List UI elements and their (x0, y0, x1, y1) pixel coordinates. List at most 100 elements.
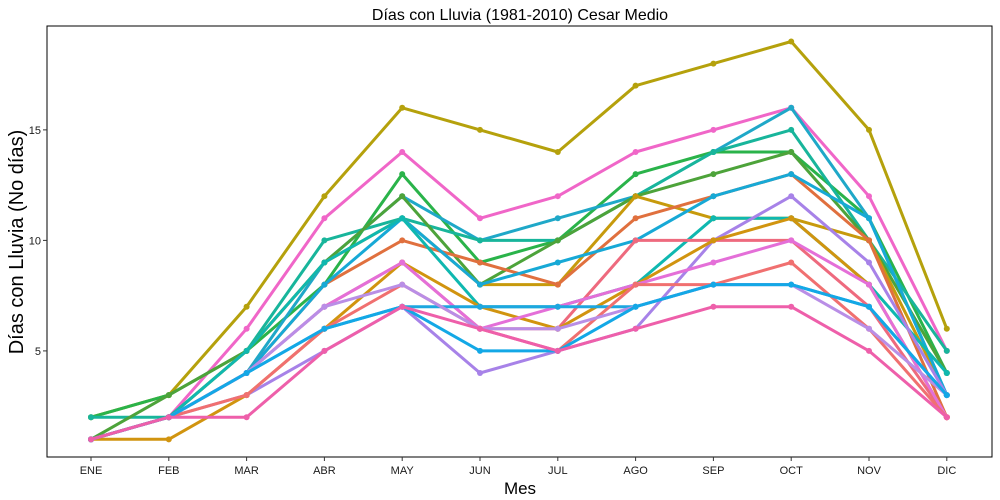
data-point (788, 148, 795, 155)
series-19 (88, 303, 950, 443)
data-point (788, 193, 795, 200)
x-tick-label: MAY (391, 465, 415, 477)
data-point (788, 215, 795, 222)
data-point (88, 436, 94, 443)
x-tick-label: JUN (469, 465, 490, 477)
data-point (866, 281, 872, 288)
data-point (321, 303, 328, 310)
data-point (399, 303, 406, 310)
data-point (866, 259, 872, 266)
data-point (165, 392, 172, 399)
data-point (632, 325, 639, 332)
series-line (89, 305, 949, 441)
data-point (554, 237, 561, 244)
x-tick-label: FEB (158, 465, 179, 477)
data-point (554, 259, 561, 266)
data-point (477, 303, 483, 310)
data-point (321, 193, 328, 200)
data-point (243, 303, 250, 310)
x-tick-label: SEP (702, 465, 724, 477)
data-point (554, 193, 561, 200)
series-line (89, 106, 949, 441)
data-point (866, 237, 872, 244)
data-point (88, 414, 94, 421)
data-point (710, 281, 717, 288)
data-point (632, 148, 639, 155)
x-tick-label: DIC (937, 465, 956, 477)
series-18 (88, 281, 950, 443)
data-point (243, 392, 250, 399)
data-point (788, 303, 795, 310)
data-point (866, 303, 872, 310)
data-point (788, 281, 795, 288)
data-point (632, 193, 639, 200)
data-point (399, 104, 406, 111)
data-point (710, 237, 717, 244)
data-point (788, 38, 795, 45)
y-axis: 5 10 15 (29, 125, 47, 358)
data-point (477, 347, 483, 354)
data-point (321, 259, 328, 266)
data-point (243, 325, 250, 332)
x-axis-title: Mes (504, 479, 536, 498)
data-point (321, 347, 328, 354)
data-point (710, 303, 717, 310)
data-point (788, 259, 795, 266)
data-point (243, 347, 250, 354)
y-axis-title: Días con Lluvia (No días) (6, 130, 28, 355)
y-tick-label: 15 (29, 125, 41, 137)
data-point (321, 325, 328, 332)
data-point (710, 148, 717, 155)
chart-title: Días con Lluvia (1981-2010) Cesar Medio (372, 7, 668, 24)
data-point (788, 171, 795, 178)
data-point (399, 148, 406, 155)
data-point (710, 171, 717, 178)
data-point (943, 392, 950, 399)
data-point (554, 148, 561, 155)
data-point (243, 414, 250, 421)
data-point (632, 82, 639, 89)
series-line (89, 283, 949, 441)
data-point (632, 215, 639, 222)
data-point (943, 414, 950, 421)
data-point (943, 370, 950, 377)
data-point (477, 281, 483, 288)
series-line (89, 40, 949, 419)
data-point (399, 171, 406, 178)
data-point (321, 215, 328, 222)
data-point (477, 237, 483, 244)
x-tick-label: ABR (313, 465, 336, 477)
series-layer (88, 38, 950, 443)
data-point (943, 325, 950, 332)
x-tick-label: MAR (234, 465, 259, 477)
y-tick-label: 10 (29, 235, 41, 247)
data-point (477, 325, 483, 332)
x-tick-label: AGO (623, 465, 648, 477)
data-point (554, 281, 561, 288)
data-point (866, 347, 872, 354)
data-point (710, 259, 717, 266)
x-tick-label: OCT (780, 465, 804, 477)
x-tick-label: JUL (548, 465, 568, 477)
data-point (788, 104, 795, 111)
data-point (943, 347, 950, 354)
data-point (399, 193, 406, 200)
data-point (399, 215, 406, 222)
data-point (554, 325, 561, 332)
data-point (710, 60, 717, 67)
data-point (866, 215, 872, 222)
data-point (399, 237, 406, 244)
x-tick-label: ENE (80, 465, 103, 477)
data-point (710, 126, 717, 133)
y-tick-label: 5 (35, 346, 41, 358)
data-point (632, 281, 639, 288)
data-point (399, 259, 406, 266)
data-point (165, 414, 172, 421)
data-point (477, 215, 483, 222)
data-point (710, 193, 717, 200)
data-point (165, 436, 172, 443)
data-point (321, 281, 328, 288)
data-point (866, 126, 872, 133)
data-point (632, 237, 639, 244)
